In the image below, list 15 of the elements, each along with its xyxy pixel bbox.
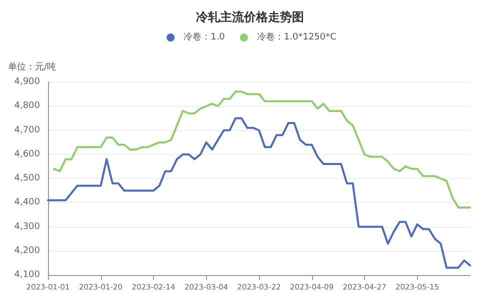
y-tick-label: 4,500 — [14, 174, 40, 184]
y-tick-label: 4,600 — [14, 149, 40, 160]
chart-title: 冷轧主流价格走势图 — [196, 10, 304, 24]
line-series — [52, 90, 471, 208]
y-tick-label: 4,200 — [14, 246, 40, 256]
y-axis-title: 单位：元/吨 — [8, 62, 56, 72]
y-tick-label: 4,900 — [14, 77, 40, 87]
y-tick-label: 4,100 — [14, 270, 40, 280]
legend-label: 冷卷：1.0 — [184, 32, 226, 42]
y-tick-label: 4,300 — [14, 222, 40, 232]
y-tick-label: 4,400 — [14, 198, 40, 208]
y-tick-label: 4,800 — [14, 101, 40, 112]
legend-label: 冷卷：1.0*1250*C — [256, 32, 336, 42]
y-tick-label: 4,700 — [14, 125, 40, 136]
line-series — [47, 117, 471, 269]
